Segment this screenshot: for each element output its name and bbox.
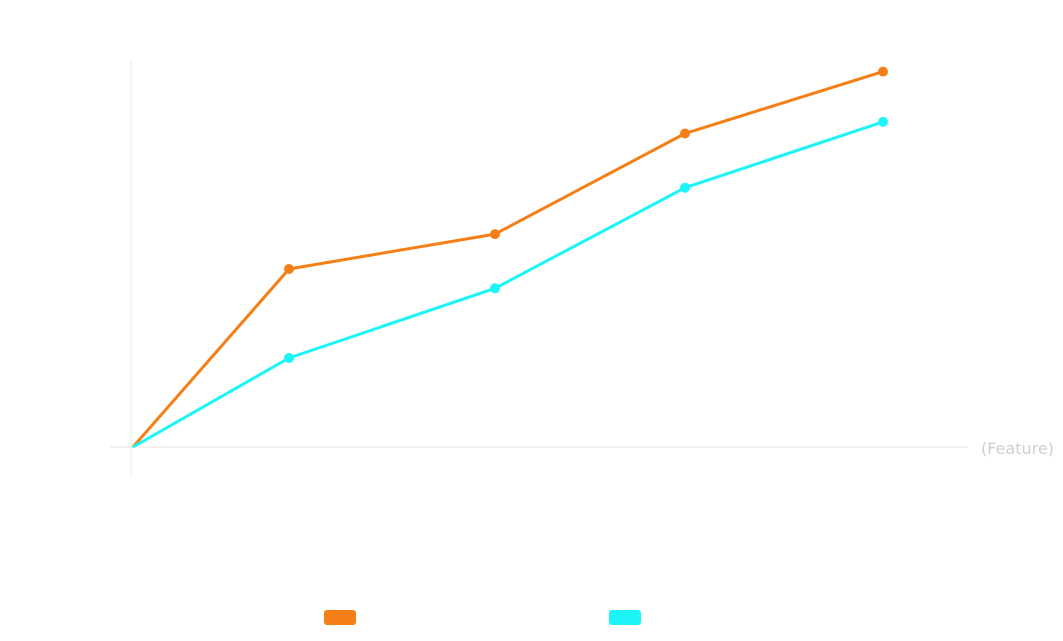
legend-swatch-1[interactable]: [324, 610, 356, 625]
data-point[interactable]: [680, 128, 690, 139]
data-point[interactable]: [490, 283, 500, 294]
series-line-1: [131, 70, 884, 448]
series-2: [132, 116, 888, 449]
series-1: [131, 66, 888, 448]
data-point[interactable]: [878, 116, 888, 127]
x-axis-label: (Feature): [981, 439, 1054, 458]
legend: [324, 610, 641, 625]
data-point[interactable]: [284, 264, 294, 274]
data-point[interactable]: [284, 353, 294, 363]
data-point[interactable]: [490, 229, 500, 240]
series-line-2: [132, 120, 884, 449]
data-point[interactable]: [878, 66, 888, 77]
series-layer: [131, 66, 888, 449]
legend-swatch-2[interactable]: [609, 610, 641, 625]
data-point[interactable]: [680, 182, 690, 193]
